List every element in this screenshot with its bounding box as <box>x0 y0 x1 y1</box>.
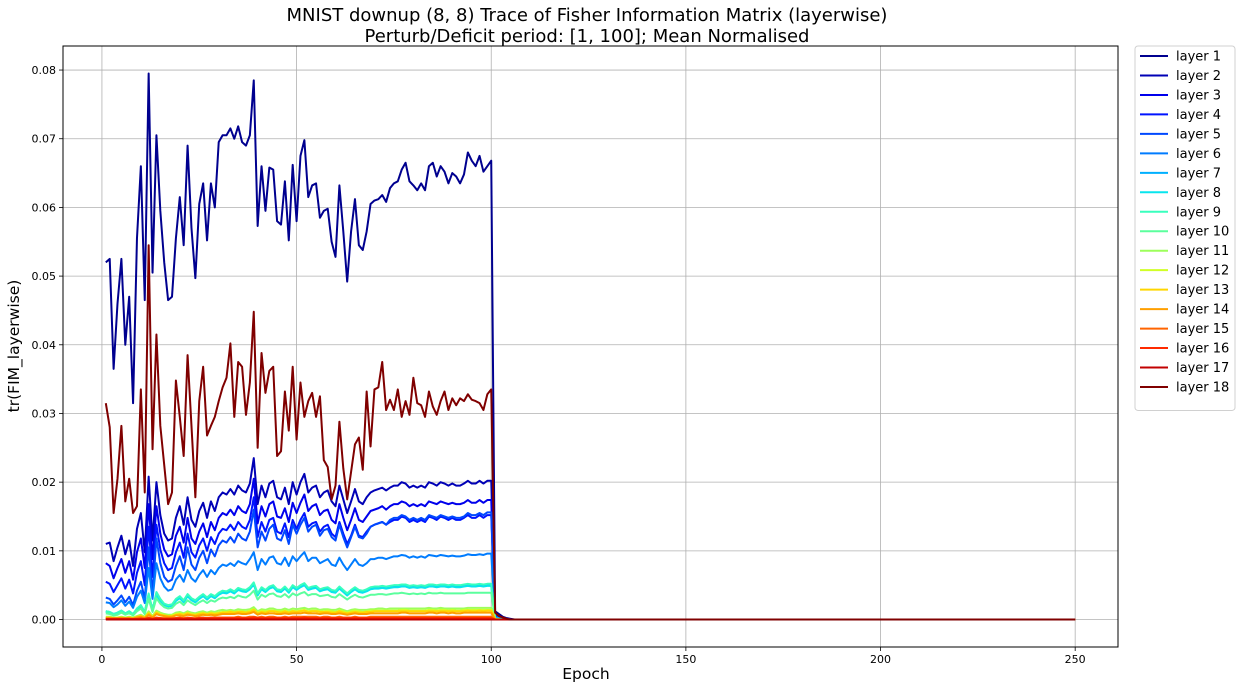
x-tick-label: 200 <box>870 653 891 666</box>
y-tick-label: 0.01 <box>32 545 57 558</box>
series-line-layer-16 <box>105 616 1076 621</box>
legend-label: layer 17 <box>1176 361 1229 376</box>
y-tick-label: 0.03 <box>32 407 57 420</box>
x-axis-label: Epoch <box>562 665 609 683</box>
legend-label: layer 10 <box>1176 225 1229 240</box>
legend-label: layer 13 <box>1176 283 1229 298</box>
series-line-layer-5 <box>105 508 1076 621</box>
legend-label: layer 11 <box>1176 244 1229 259</box>
y-tick-label: 0.06 <box>32 201 57 214</box>
series-line-layer-11 <box>105 606 1076 621</box>
series-line-layer-6 <box>105 551 1076 621</box>
series-line-layer-3 <box>105 477 1076 621</box>
legend-label: layer 16 <box>1176 342 1229 357</box>
chart-title: MNIST downup (8, 8) Trace of Fisher Info… <box>287 5 888 26</box>
y-tick-label: 0.00 <box>32 614 57 627</box>
legend-label: layer 6 <box>1176 147 1221 162</box>
series-line-layer-18 <box>104 244 1076 621</box>
legend-label: layer 2 <box>1176 69 1221 84</box>
series-line-layer-4 <box>105 496 1076 621</box>
x-tick-label: 100 <box>481 653 502 666</box>
y-tick-label: 0.02 <box>32 476 57 489</box>
legend-label: layer 4 <box>1176 108 1221 123</box>
legend-box <box>1134 45 1236 411</box>
x-tick-label: 250 <box>1065 653 1086 666</box>
y-axis-label: tr(FIM_layerwise) <box>5 280 24 413</box>
legend-label: layer 3 <box>1176 88 1221 103</box>
legend-label: layer 5 <box>1176 127 1221 142</box>
legend-label: layer 9 <box>1176 205 1221 220</box>
grid <box>63 46 1118 647</box>
plot-frame <box>62 45 1119 648</box>
legend: layer 1 layer 2 layer 3 layer 4 layer 5 layer… <box>1134 45 1236 411</box>
series-line-layer-1 <box>105 72 1076 621</box>
x-tick-label: 50 <box>290 653 304 666</box>
chart-subtitle: Perturb/Deficit period: [1, 100]; Mean N… <box>365 26 810 47</box>
legend-label: layer 7 <box>1176 166 1221 181</box>
legend-label: layer 18 <box>1176 380 1229 395</box>
series-line-layer-10 <box>105 589 1076 621</box>
series-layer <box>104 72 1076 621</box>
series-line-layer-14 <box>105 610 1076 621</box>
x-tick-label: 150 <box>675 653 696 666</box>
y-tick-label: 0.04 <box>32 339 57 352</box>
legend-label: layer 1 <box>1176 50 1221 65</box>
series-line-layer-9 <box>105 581 1076 621</box>
series-line-layer-2 <box>105 457 1076 621</box>
x-tick-label: 0 <box>98 653 105 666</box>
y-tick-label: 0.05 <box>32 270 57 283</box>
legend-label: layer 12 <box>1176 264 1229 279</box>
legend-label: layer 14 <box>1176 303 1229 318</box>
ticks: 0 50 100 150 200 250 0.00 0.01 0.02 0.03 0.04 0.05 0… <box>32 64 1086 666</box>
y-tick-label: 0.08 <box>32 64 57 77</box>
y-tick-label: 0.07 <box>32 133 57 146</box>
legend-label: layer 8 <box>1176 186 1221 201</box>
series-line-layer-8 <box>105 583 1076 621</box>
legend-label: layer 15 <box>1176 322 1229 337</box>
